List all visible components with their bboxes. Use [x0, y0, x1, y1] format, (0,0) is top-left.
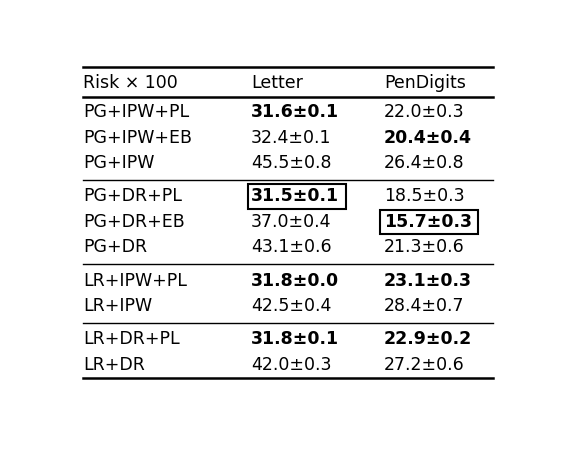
Text: 20.4±0.4: 20.4±0.4: [384, 128, 472, 147]
Text: 22.9±0.2: 22.9±0.2: [384, 331, 472, 348]
Text: 37.0±0.4: 37.0±0.4: [251, 213, 332, 231]
Text: 42.0±0.3: 42.0±0.3: [251, 356, 332, 374]
Bar: [380, 210, 478, 234]
Text: 32.4±0.1: 32.4±0.1: [251, 128, 332, 147]
Text: PG+DR+EB: PG+DR+EB: [83, 213, 185, 231]
Text: 27.2±0.6: 27.2±0.6: [384, 356, 465, 374]
Text: PG+DR+PL: PG+DR+PL: [83, 188, 182, 205]
Text: 15.7±0.3: 15.7±0.3: [384, 213, 472, 231]
Bar: [247, 184, 346, 209]
Text: 31.8±0.0: 31.8±0.0: [251, 271, 339, 290]
Text: LR+DR+PL: LR+DR+PL: [83, 331, 180, 348]
Text: 28.4±0.7: 28.4±0.7: [384, 297, 464, 315]
Text: 31.8±0.1: 31.8±0.1: [251, 331, 339, 348]
Text: Risk × 100: Risk × 100: [83, 74, 178, 92]
Text: LR+IPW: LR+IPW: [83, 297, 152, 315]
Text: 42.5±0.4: 42.5±0.4: [251, 297, 332, 315]
Text: PG+DR: PG+DR: [83, 238, 147, 257]
Text: PenDigits: PenDigits: [384, 74, 466, 92]
Text: LR+IPW+PL: LR+IPW+PL: [83, 271, 187, 290]
Text: PG+IPW+PL: PG+IPW+PL: [83, 103, 189, 121]
Text: 43.1±0.6: 43.1±0.6: [251, 238, 332, 257]
Text: 26.4±0.8: 26.4±0.8: [384, 154, 464, 172]
Text: Letter: Letter: [251, 74, 303, 92]
Text: 21.3±0.6: 21.3±0.6: [384, 238, 465, 257]
Text: LR+DR: LR+DR: [83, 356, 145, 374]
Text: 31.6±0.1: 31.6±0.1: [251, 103, 339, 121]
Text: 31.5±0.1: 31.5±0.1: [251, 188, 339, 205]
Text: 22.0±0.3: 22.0±0.3: [384, 103, 464, 121]
Text: 18.5±0.3: 18.5±0.3: [384, 188, 464, 205]
Text: PG+IPW: PG+IPW: [83, 154, 155, 172]
Text: 45.5±0.8: 45.5±0.8: [251, 154, 332, 172]
Text: 23.1±0.3: 23.1±0.3: [384, 271, 472, 290]
Text: PG+IPW+EB: PG+IPW+EB: [83, 128, 192, 147]
